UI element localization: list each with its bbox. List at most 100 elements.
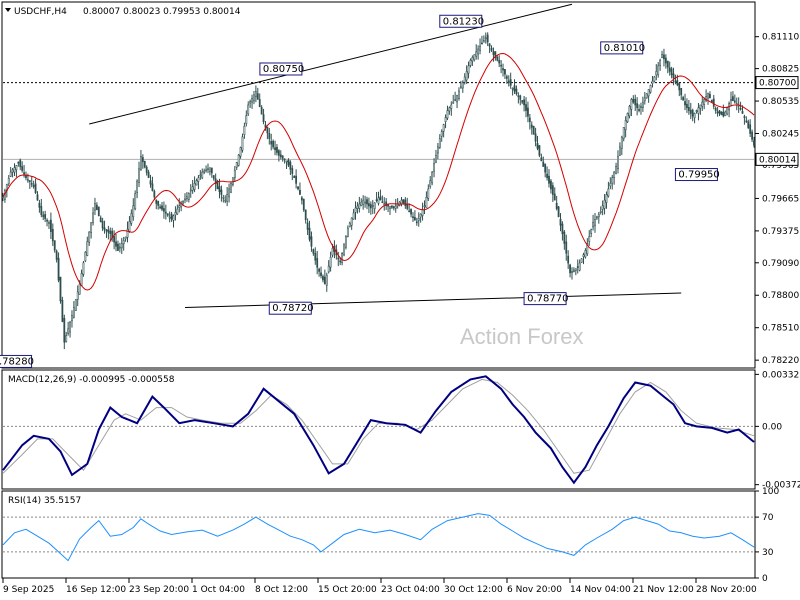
price-annotation-box [674,168,718,182]
candle-body [184,198,186,201]
candle-body [368,203,370,207]
candle-body [71,315,73,322]
candle-body [643,97,646,102]
price-annotation-label: 0.79950 [678,170,719,181]
candle-body [701,101,704,107]
candle-body [130,213,133,224]
candle-body [676,80,679,86]
candle-body [117,243,119,251]
candle-body [391,205,393,208]
candle-body [664,57,667,64]
candle-body [431,171,434,184]
candle-body [532,125,535,135]
symbol-timeframe: USDCHF,H4 [14,7,67,17]
candle-body [306,222,309,230]
candle-body [383,203,386,206]
candle-body [481,42,483,45]
candle-body [201,171,204,179]
candle-body [523,99,526,106]
rsi-tick-label: 0 [762,574,768,584]
candle-body [145,166,148,173]
candle-body [709,93,711,99]
candle-body [195,180,198,186]
time-tick-label: 23 Sep 20:00 [129,585,189,595]
candle-body [574,268,577,271]
candle-body [11,169,14,173]
candle-body [456,94,458,103]
candle-body [337,257,340,260]
candle-body [484,37,487,40]
candle-body [500,64,503,67]
candle-body [655,71,658,76]
candle-body [636,103,639,109]
candle-body [65,335,68,342]
price-annotation-label: 0.80750 [263,64,304,75]
candle-body [703,99,706,105]
candle-body [109,230,112,234]
candle-body [300,197,303,201]
candle-body [423,205,426,208]
candle-body [28,180,31,182]
candle-body [122,240,125,245]
candle-body [567,255,570,264]
price-panel: 0.811100.808250.805350.802450.799650.796… [0,1,799,369]
candle-body [454,99,457,101]
candle-body [641,101,644,108]
candle-body [718,110,721,114]
candle-body [120,243,123,249]
time-axis: 9 Sep 2025 16 Sep 12:00 23 Sep 20:00 1 Oct … [2,578,757,595]
candle-body [452,101,455,104]
candle-body [78,283,81,295]
candle-body [569,264,571,274]
candle-body [237,154,240,166]
rsi-title: RSI(14) 35.5157 [8,496,81,506]
candle-body [59,276,62,302]
candle-body [469,59,472,66]
price-annotation-box [439,14,483,28]
candle-body [17,161,20,164]
level-tag-label: 0.80700 [759,79,796,89]
candle-body [141,157,144,163]
candle-body [268,133,271,139]
candle-body [128,221,131,232]
candle-body [471,57,474,62]
candle-body [463,76,466,83]
candle-body [563,231,566,244]
candle-body [573,269,575,272]
candle-body [594,219,596,227]
candle-body [266,126,269,134]
candle-body [726,107,729,115]
chevron-down-icon[interactable] [5,8,11,12]
candle-body [674,80,677,83]
candle-body [651,80,654,84]
candle-body [716,111,719,114]
candle-body [415,221,418,224]
candle-body [509,79,512,86]
candle-body [230,183,232,193]
candle-body [69,321,71,333]
candle-body [285,160,288,163]
candle-body [607,188,610,197]
candle-body [435,155,437,163]
candle-body [596,216,598,219]
candle-body [392,206,395,209]
candle-body [297,186,299,190]
candle-body [149,180,152,185]
candle-body [23,172,25,175]
price-tick-label: 0.78510 [762,324,799,334]
candle-body [40,206,43,215]
candle-body [189,189,192,192]
price-annotation-label: 0.78280 [0,356,34,367]
candle-body [247,104,250,115]
rsi-panel: 100 70 30 0 RSI(14) 35.5157 [1,487,779,584]
candle-body [95,204,98,210]
time-tick-label: 21 Nov 12:00 [633,585,694,595]
candle-body [582,254,585,258]
current-price-tag-label: 0.80014 [759,155,796,165]
candle-body [442,124,445,132]
candle-body [345,236,347,248]
candle-body [647,89,650,97]
candle-body [603,199,606,209]
candle-body [519,95,522,100]
